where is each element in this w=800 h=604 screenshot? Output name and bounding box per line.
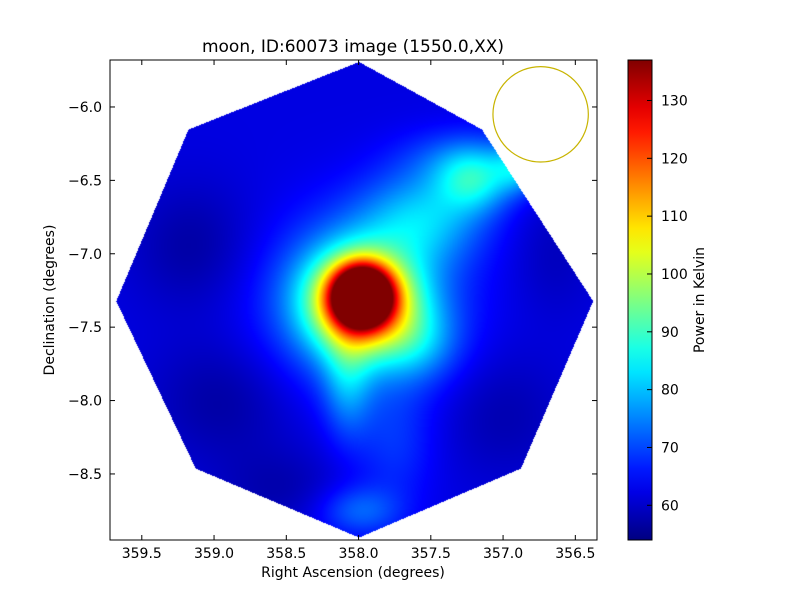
colorbar-tick-label: 130 <box>661 93 688 109</box>
heatmap-image <box>110 60 597 540</box>
colorbar-tick-label: 90 <box>661 325 679 341</box>
y-tick-label: −8.0 <box>68 394 102 410</box>
x-tick-label: 357.0 <box>483 546 523 562</box>
colorbar-tick-label: 70 <box>661 440 679 456</box>
colorbar-tick-label: 80 <box>661 383 679 399</box>
y-axis-ticks: −6.0 −6.5 −7.0 −7.5 −8.0 −8.5 <box>68 100 597 483</box>
y-tick-label: −8.5 <box>68 467 102 483</box>
x-tick-label: 356.5 <box>555 546 595 562</box>
x-tick-label: 358.5 <box>266 546 306 562</box>
y-tick-label: −7.5 <box>68 320 102 336</box>
colorbar <box>627 59 653 541</box>
colorbar-tick-label: 110 <box>661 209 688 225</box>
x-tick-label: 359.5 <box>122 546 162 562</box>
beam-circle <box>492 66 589 163</box>
x-tick-label: 358.0 <box>339 546 379 562</box>
x-axis-label: Right Ascension (degrees) <box>261 565 445 581</box>
colorbar-tick-label: 60 <box>661 498 679 514</box>
y-tick-label: −6.0 <box>68 100 102 116</box>
heatmap-layer <box>110 60 597 540</box>
chart-title: moon, ID:60073 image (1550.0,XX) <box>202 37 504 57</box>
x-tick-label: 359.0 <box>194 546 234 562</box>
colorbar-tick-label: 100 <box>661 267 688 283</box>
colorbar-label: Power in Kelvin <box>692 247 708 353</box>
colorbar-tick-label: 120 <box>661 151 688 167</box>
y-axis-label: Declination (degrees) <box>42 225 58 376</box>
x-tick-label: 357.5 <box>411 546 451 562</box>
plot-frame <box>109 59 598 541</box>
y-tick-label: −7.0 <box>68 247 102 263</box>
x-axis-ticks: 359.5 359.0 358.5 358.0 357.5 357.0 356.5 <box>122 60 595 562</box>
colorbar-ticks: 60 70 80 90 100 110 120 130 <box>647 93 688 514</box>
y-tick-label: −6.5 <box>68 173 102 189</box>
